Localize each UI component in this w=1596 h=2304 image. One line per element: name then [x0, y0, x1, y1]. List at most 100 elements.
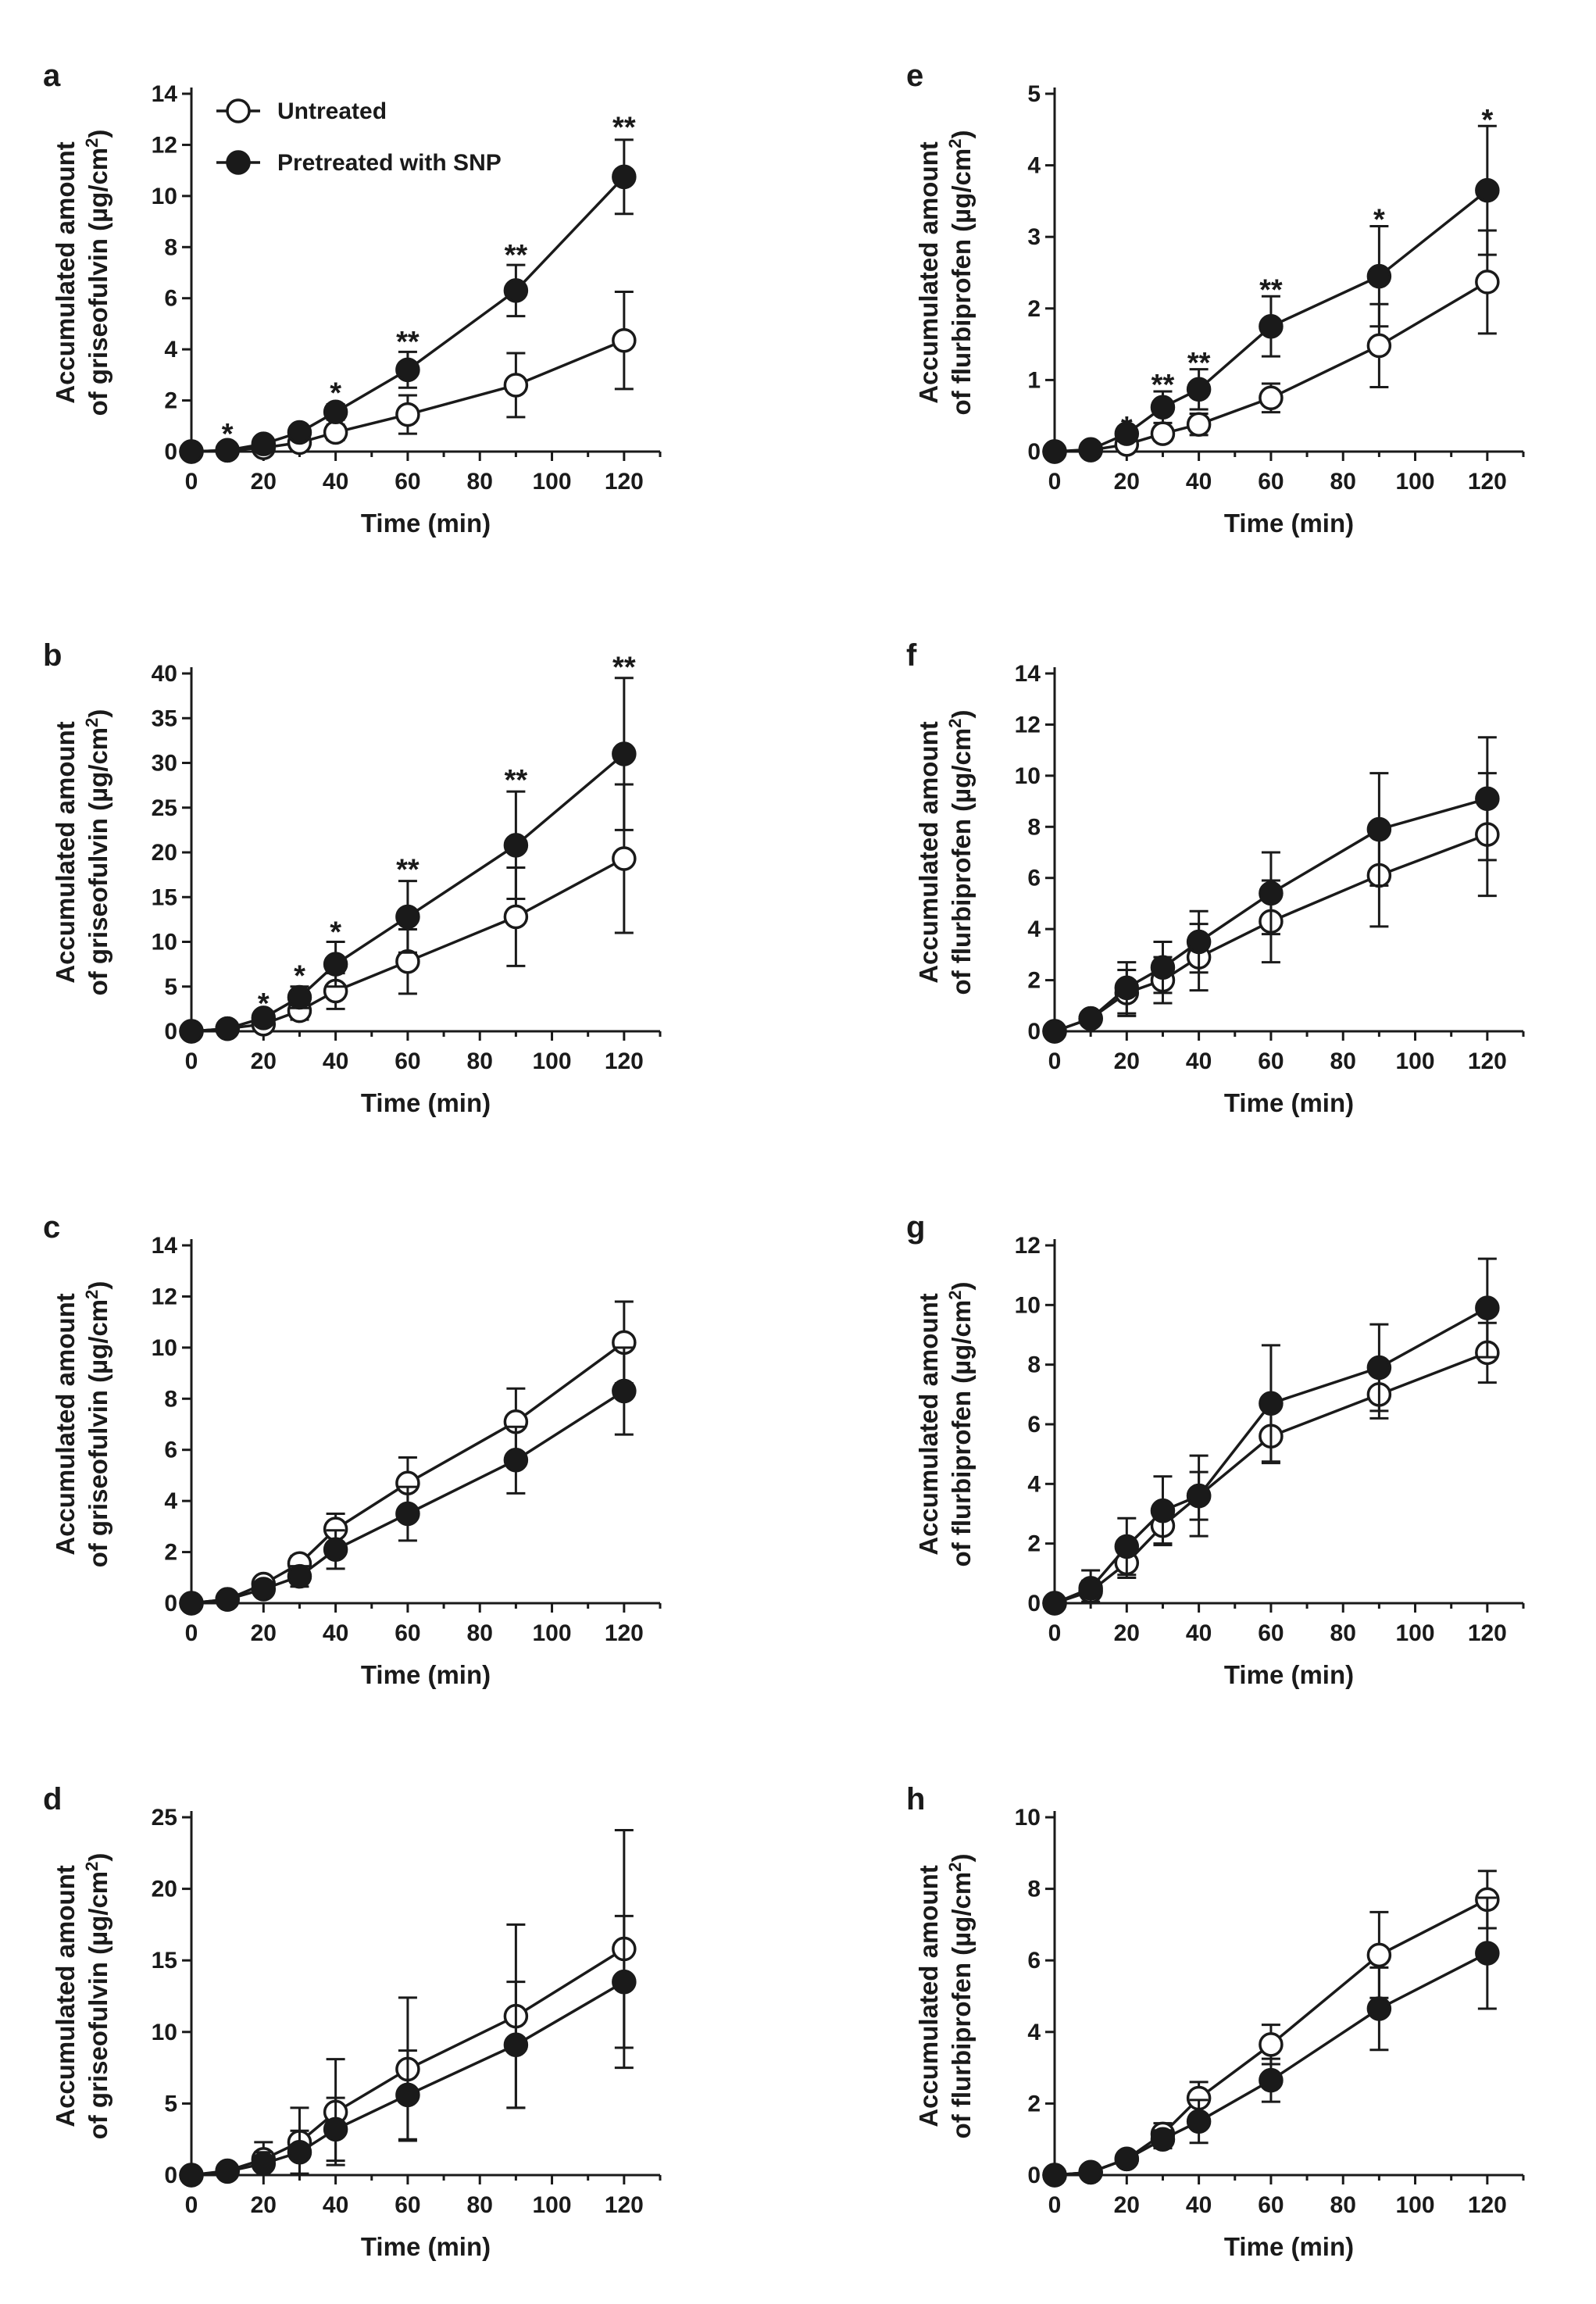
data-point-pretreated	[395, 1501, 420, 1527]
data-point-pretreated	[287, 2139, 312, 2165]
y-tick-label: 4	[1027, 1471, 1041, 1497]
data-point-pretreated	[323, 399, 348, 425]
significance-marker: *	[294, 960, 305, 993]
data-point-pretreated	[503, 2032, 529, 2058]
panel-f: f 0 2 4 6 8 10 12 14 0 20 40 60 80 100 120 Time (min) Acc…	[906, 638, 1525, 1117]
y-tick-label: 0	[1027, 439, 1041, 465]
y-tick-label: 0	[1027, 1591, 1041, 1616]
y-tick-label: 0	[164, 2163, 177, 2188]
y-axis-title-suffix: )	[84, 1281, 112, 1290]
y-tick-label: 10	[152, 184, 177, 209]
x-tick-label: 0	[1048, 1048, 1062, 1074]
data-point-pretreated	[612, 741, 637, 766]
y-tick-label: 15	[152, 1948, 177, 1974]
y-axis-title-text: of flurbiprofen (µg/cm	[947, 728, 976, 995]
x-tick-label: 80	[1330, 1620, 1356, 1646]
data-point-untreated	[612, 327, 637, 353]
y-tick-label: 4	[164, 337, 177, 363]
data-point-untreated	[503, 904, 529, 930]
significance-marker: *	[222, 418, 234, 451]
data-point-untreated	[395, 948, 420, 974]
y-axis-title-superscript: 2	[945, 1291, 965, 1300]
y-axis-title-text: of flurbiprofen (µg/cm	[947, 1300, 976, 1567]
y-axis-title-line1: Accumulated amount	[51, 1293, 80, 1556]
y-tick-label: 2	[164, 388, 177, 414]
data-point-pretreated	[215, 2159, 240, 2184]
y-axis-title-line1: Accumulated amount	[914, 1293, 943, 1556]
x-tick-label: 60	[395, 469, 420, 495]
x-tick-label: 100	[1396, 469, 1435, 495]
data-point-untreated	[1259, 385, 1284, 411]
y-tick-label: 15	[152, 884, 177, 910]
data-point-pretreated	[395, 2082, 420, 2108]
data-point-pretreated	[1186, 377, 1212, 402]
data-point-untreated	[1366, 333, 1392, 359]
y-tick-label: 12	[152, 1284, 177, 1309]
significance-marker: **	[1259, 273, 1283, 306]
y-tick-label: 25	[152, 1805, 177, 1831]
y-tick-label: 5	[164, 974, 177, 1000]
y-tick-label: 5	[1027, 81, 1041, 107]
y-tick-label: 30	[152, 751, 177, 777]
y-tick-label: 6	[164, 1438, 177, 1463]
panel-b: b 0 5 10 15 20 25 30 35 40 0 20 40 60 80 100 120 Time (mi…	[43, 638, 662, 1117]
data-point-pretreated	[612, 164, 637, 190]
y-axis-title-superscript: 2	[945, 1863, 965, 1872]
significance-marker: **	[1187, 347, 1211, 380]
y-tick-label: 10	[1015, 763, 1041, 789]
y-tick-label: 2	[1027, 1531, 1041, 1557]
y-tick-label: 6	[1027, 866, 1041, 891]
data-point-pretreated	[287, 984, 312, 1010]
y-tick-label: 10	[1015, 1805, 1041, 1831]
y-axis-title-line1: Accumulated amount	[51, 721, 80, 984]
x-tick-label: 20	[251, 1620, 277, 1646]
data-point-untreated	[395, 402, 420, 427]
y-axis-title-suffix: )	[84, 709, 112, 718]
y-axis-title-line1: Accumulated amount	[914, 721, 943, 984]
data-point-untreated	[1186, 412, 1212, 437]
x-axis-title: Time (min)	[361, 2232, 491, 2261]
y-tick-label: 6	[1027, 1948, 1041, 1974]
y-axis-title-suffix: )	[84, 1853, 112, 1862]
y-tick-label: 14	[152, 81, 178, 107]
panel-c: c 0 2 4 6 8 10 12 14 0 20 40 60 80 100 120 Time (min) Acc…	[43, 1210, 662, 1689]
data-point-pretreated	[1114, 1534, 1140, 1559]
data-point-pretreated	[395, 357, 420, 383]
legend-marker-untreated	[226, 98, 251, 123]
x-tick-label: 120	[1468, 1620, 1507, 1646]
x-tick-label: 0	[185, 1620, 198, 1646]
data-point-pretreated	[1114, 421, 1140, 446]
y-axis-title-text: of griseofulvin (µg/cm	[84, 1299, 112, 1568]
x-tick-label: 40	[323, 469, 348, 495]
y-tick-label: 8	[1027, 814, 1041, 840]
y-axis-title-text: of griseofulvin (µg/cm	[84, 148, 112, 416]
x-axis-title: Time (min)	[361, 1660, 491, 1689]
x-tick-label: 40	[1186, 1620, 1212, 1646]
y-tick-label: 4	[1027, 153, 1041, 179]
y-tick-label: 20	[152, 1877, 177, 1902]
data-point-untreated	[612, 846, 637, 871]
y-tick-label: 10	[152, 930, 177, 956]
data-point-pretreated	[1150, 1498, 1176, 1523]
x-tick-label: 120	[1468, 1048, 1507, 1074]
data-point-pretreated	[1078, 1576, 1103, 1601]
x-tick-label: 0	[185, 2192, 198, 2218]
y-tick-label: 3	[1027, 224, 1041, 250]
panel-letter-a: a	[43, 59, 61, 93]
data-point-untreated	[503, 373, 529, 398]
y-tick-label: 10	[152, 1335, 177, 1361]
x-tick-label: 120	[605, 1048, 644, 1074]
x-tick-label: 0	[1048, 1620, 1062, 1646]
x-tick-label: 60	[1258, 1048, 1284, 1074]
y-tick-label: 0	[164, 1019, 177, 1045]
data-point-untreated	[323, 420, 348, 445]
y-axis-title-suffix: )	[947, 1854, 976, 1863]
x-tick-label: 80	[467, 2192, 493, 2218]
y-tick-label: 35	[152, 705, 177, 731]
x-tick-label: 40	[323, 1048, 348, 1074]
y-axis-title-text: of flurbiprofen (µg/cm	[947, 1872, 976, 2139]
data-point-pretreated	[251, 2151, 277, 2177]
data-point-pretreated	[1078, 437, 1103, 463]
y-axis-title-suffix: )	[947, 130, 976, 139]
